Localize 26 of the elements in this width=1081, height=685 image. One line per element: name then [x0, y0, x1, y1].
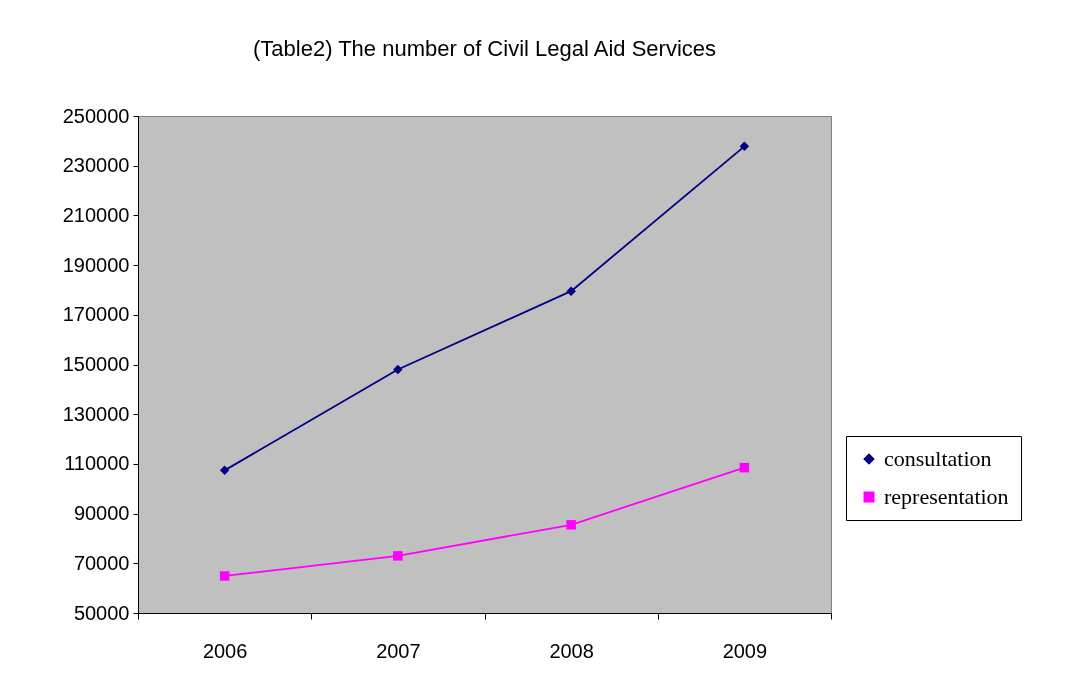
y-tick-label: 70000 — [73, 551, 130, 574]
x-tick-label: 2009 — [722, 639, 768, 662]
y-tick-label: 250000 — [62, 104, 130, 127]
point — [739, 141, 750, 152]
x-tick-label: 2007 — [376, 639, 421, 662]
point — [566, 520, 576, 530]
point — [393, 551, 403, 561]
y-tick-label: 230000 — [62, 154, 130, 177]
x-tick-label: 2006 — [202, 639, 248, 662]
point — [393, 364, 403, 375]
y-tick-label: 210000 — [62, 203, 130, 226]
y-tick-label: 170000 — [62, 303, 130, 326]
legend-label: representation — [884, 484, 1009, 509]
y-tick-label: 110000 — [64, 452, 130, 475]
chart-title: (Table2) The number of Civil Legal Aid Services — [252, 36, 717, 61]
point — [219, 465, 230, 476]
y-tick-label: 90000 — [73, 502, 130, 525]
y-tick-label: 50000 — [73, 601, 130, 624]
point — [219, 571, 230, 581]
point — [566, 286, 576, 296]
y-tick-label: 150000 — [62, 353, 130, 375]
y-tick-label: 190000 — [62, 253, 130, 276]
x-tick-label: 2008 — [549, 639, 594, 662]
legend-label: consultation — [884, 446, 992, 471]
point — [739, 462, 750, 473]
y-tick-label: 130000 — [62, 402, 130, 425]
